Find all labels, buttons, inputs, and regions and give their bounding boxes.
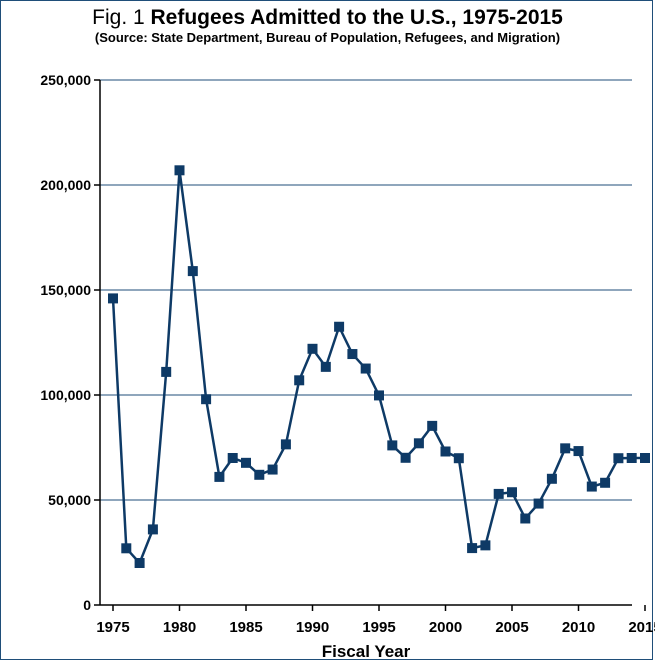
- data-points: [108, 165, 650, 568]
- data-point: [108, 293, 118, 304]
- data-point: [626, 453, 637, 463]
- series-line: [111, 170, 645, 566]
- x-tick-label: 1985: [229, 619, 262, 636]
- data-point: [586, 481, 597, 492]
- data-point: [360, 363, 371, 374]
- data-point: [507, 487, 517, 498]
- data-point: [320, 361, 331, 372]
- data-point: [161, 366, 172, 377]
- data-point: [520, 513, 531, 524]
- data-point: [227, 453, 238, 463]
- data-point: [493, 488, 504, 499]
- x-tick-label: 2015: [628, 619, 655, 636]
- x-tick-label: 2000: [429, 619, 462, 636]
- x-axis-ticks: 1975 1980 1985 1990 1995 2000 2005 2010 2015: [96, 605, 655, 636]
- data-point: [400, 452, 411, 463]
- data-point: [467, 543, 478, 554]
- data-point: [480, 540, 491, 551]
- data-point: [241, 457, 251, 468]
- data-point: [214, 471, 225, 482]
- axes: [99, 80, 632, 606]
- data-point: [387, 440, 398, 451]
- data-point: [546, 473, 557, 484]
- data-point: [613, 453, 624, 464]
- y-axis-ticks: 0 50,000 100,000 150,000 200,000 250,000: [40, 72, 100, 613]
- data-point: [174, 165, 185, 176]
- y-tick-label: 250,000: [40, 72, 91, 88]
- x-tick-label: 1990: [296, 619, 329, 636]
- data-point: [560, 443, 571, 454]
- x-tick-label: 1975: [96, 619, 129, 636]
- data-point: [413, 438, 424, 449]
- data-point: [640, 453, 650, 463]
- data-point: [294, 375, 305, 386]
- x-tick-label: 2010: [562, 619, 595, 636]
- data-point: [147, 524, 158, 535]
- data-point: [201, 394, 212, 405]
- data-point: [121, 543, 132, 554]
- data-point: [453, 453, 464, 464]
- data-point: [280, 439, 291, 450]
- data-point: [533, 498, 544, 509]
- y-tick-label: 200,000: [40, 177, 91, 193]
- x-tick-label: 1995: [362, 619, 395, 636]
- data-point: [347, 349, 358, 360]
- data-point: [427, 420, 438, 431]
- gridlines: [100, 79, 632, 501]
- data-point: [573, 446, 584, 457]
- y-tick-label: 150,000: [40, 282, 91, 298]
- y-tick-label: 0: [83, 597, 91, 613]
- x-tick-label: 2005: [495, 619, 528, 636]
- data-point: [267, 464, 278, 475]
- data-point: [187, 266, 198, 277]
- data-point: [307, 343, 318, 354]
- chart-title-text: Refugees Admitted to the U.S., 1975-2015: [150, 6, 563, 29]
- data-point: [334, 321, 345, 332]
- x-tick-label: 1980: [163, 619, 196, 636]
- data-point: [440, 446, 451, 457]
- x-axis-label: Fiscal Year: [322, 642, 411, 661]
- data-point: [254, 469, 265, 480]
- y-tick-label: 50,000: [48, 492, 91, 508]
- data-point: [374, 390, 384, 401]
- data-point: [600, 477, 611, 488]
- y-tick-label: 100,000: [40, 387, 91, 403]
- data-point: [134, 558, 145, 568]
- figure-label: Fig. 1: [92, 6, 145, 29]
- chart-title: Fig. 1 Refugees Admitted to the U.S., 19…: [0, 6, 655, 30]
- chart-subtitle: (Source: State Department, Bureau of Pop…: [94, 30, 561, 45]
